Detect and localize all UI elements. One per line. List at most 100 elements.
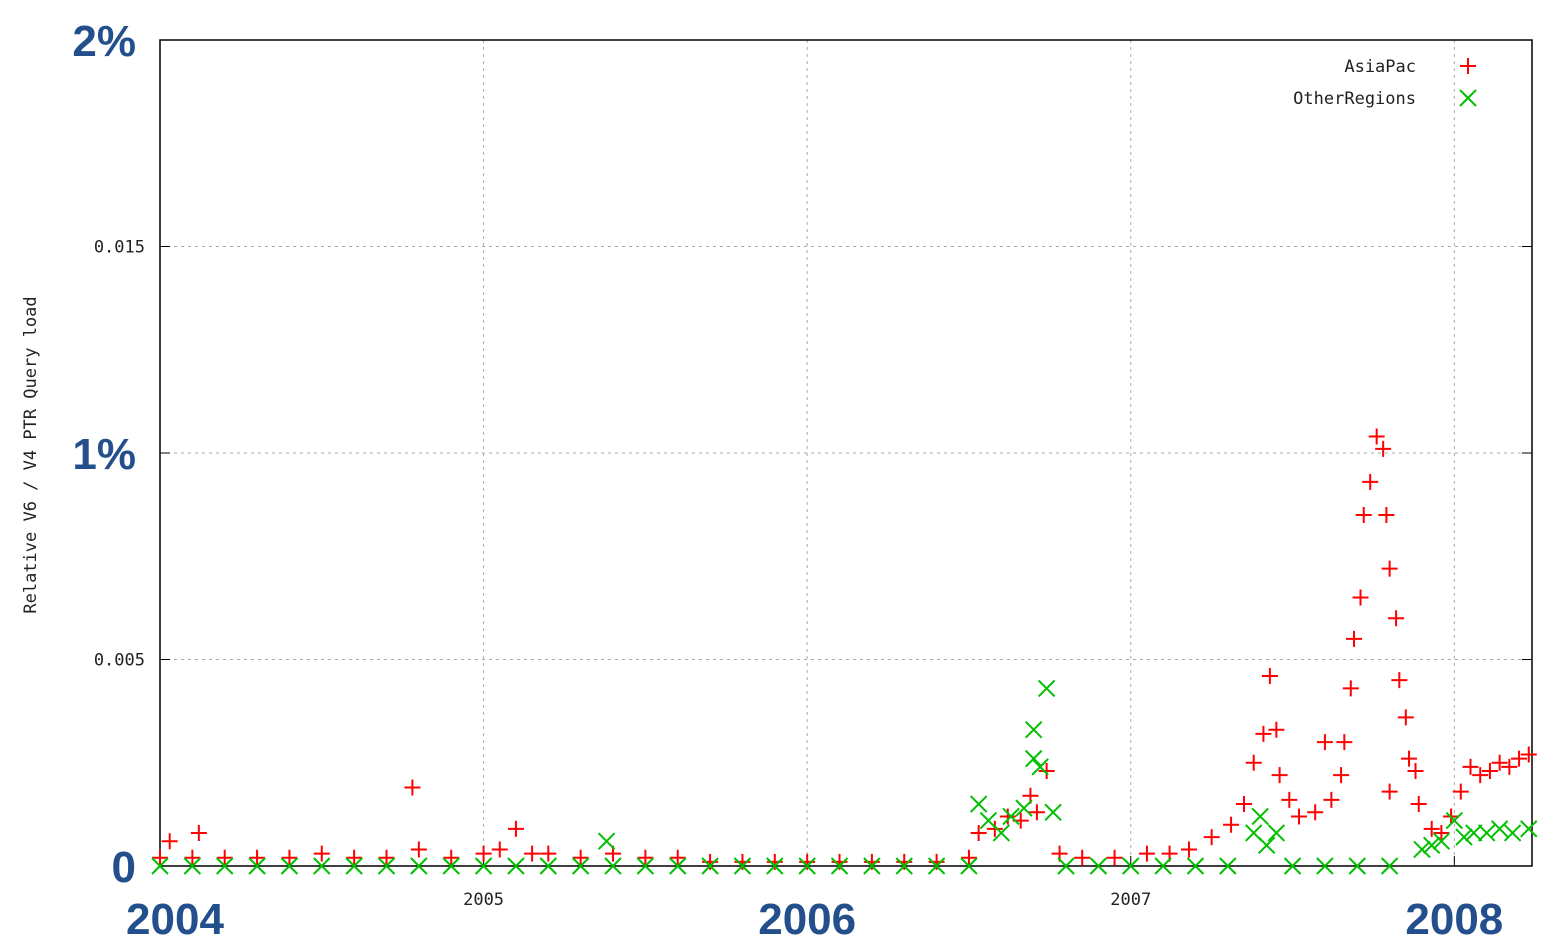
point xyxy=(442,857,460,875)
point xyxy=(249,849,266,866)
point xyxy=(1355,506,1372,523)
point xyxy=(281,849,298,866)
point xyxy=(1472,767,1489,784)
point xyxy=(1333,767,1350,784)
point xyxy=(161,833,178,850)
point xyxy=(1323,791,1340,808)
point xyxy=(986,820,1003,837)
point xyxy=(1432,832,1451,850)
point xyxy=(1490,820,1509,838)
point xyxy=(1181,841,1197,858)
x-tick-label: 2006 xyxy=(758,895,856,942)
point xyxy=(636,857,655,875)
point xyxy=(1477,824,1496,842)
point xyxy=(999,808,1016,825)
point xyxy=(1407,763,1424,780)
point xyxy=(1410,796,1427,813)
point xyxy=(960,849,977,866)
point xyxy=(1503,824,1522,842)
point xyxy=(443,849,460,866)
point xyxy=(1024,749,1043,768)
point xyxy=(1520,746,1537,763)
point xyxy=(960,857,978,875)
point xyxy=(1422,836,1441,855)
point xyxy=(895,857,913,875)
x-tick-label: 2008 xyxy=(1405,895,1503,942)
point xyxy=(1038,763,1055,780)
point xyxy=(507,857,525,875)
point xyxy=(637,849,654,866)
y-tick-label: 2% xyxy=(72,17,136,66)
point xyxy=(766,857,784,875)
plot-frame xyxy=(159,39,1533,867)
point xyxy=(1057,857,1075,875)
point xyxy=(410,857,428,875)
point xyxy=(151,857,169,875)
point xyxy=(1465,824,1483,842)
point xyxy=(1281,791,1298,808)
point xyxy=(1015,799,1033,817)
point xyxy=(491,841,508,858)
point xyxy=(1375,440,1392,457)
point xyxy=(1031,758,1049,776)
y-axis-label: Relative V6 / V4 PTR Query load xyxy=(21,296,41,613)
point xyxy=(1271,767,1288,784)
point xyxy=(1346,630,1363,647)
point xyxy=(1433,824,1450,841)
point xyxy=(1074,849,1091,866)
point xyxy=(507,820,524,837)
point xyxy=(571,857,590,875)
point xyxy=(733,857,752,875)
point xyxy=(1342,680,1359,697)
point xyxy=(1388,610,1405,627)
point xyxy=(1245,754,1262,771)
point xyxy=(1368,428,1385,445)
point xyxy=(1138,845,1155,862)
legend-marker xyxy=(1459,89,1477,107)
point xyxy=(831,853,848,870)
point xyxy=(184,849,201,866)
point xyxy=(1028,804,1045,821)
point xyxy=(572,849,589,866)
point xyxy=(799,853,816,870)
point xyxy=(1283,857,1302,875)
point xyxy=(1251,807,1269,826)
point xyxy=(970,824,987,841)
y-tick-label: 0.015 xyxy=(94,238,145,258)
point xyxy=(1381,783,1398,800)
point xyxy=(1255,725,1272,742)
point xyxy=(863,857,881,875)
point xyxy=(248,857,266,875)
point xyxy=(1452,783,1469,800)
x-tick-label: 2007 xyxy=(1110,890,1151,910)
point xyxy=(1291,808,1308,825)
point xyxy=(377,857,396,875)
point xyxy=(1106,849,1123,866)
point xyxy=(1261,668,1278,685)
point xyxy=(1307,804,1324,821)
point xyxy=(190,824,207,841)
point xyxy=(1203,829,1220,846)
y-tick-label: 1% xyxy=(72,430,136,479)
point xyxy=(798,857,816,875)
point xyxy=(1236,796,1253,813)
point xyxy=(1154,857,1172,875)
point xyxy=(1037,679,1056,698)
point xyxy=(830,857,849,875)
point xyxy=(475,845,492,862)
point xyxy=(1362,473,1379,490)
point xyxy=(1501,758,1518,775)
point xyxy=(1380,857,1399,875)
point xyxy=(378,849,395,866)
point xyxy=(766,853,783,870)
point xyxy=(1378,506,1395,523)
point xyxy=(1401,750,1418,767)
point xyxy=(1455,828,1473,846)
point xyxy=(1491,754,1508,771)
point xyxy=(863,853,880,870)
point xyxy=(1520,820,1538,838)
point xyxy=(540,845,557,862)
point xyxy=(604,857,622,875)
